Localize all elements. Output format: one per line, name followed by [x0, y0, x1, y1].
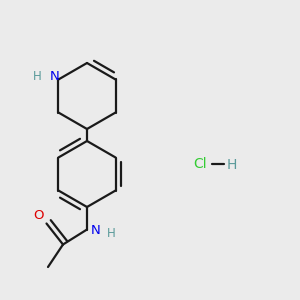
- Text: H: H: [33, 70, 42, 83]
- Text: Cl: Cl: [194, 157, 207, 170]
- Text: N: N: [50, 70, 60, 83]
- Text: H: H: [226, 158, 237, 172]
- Text: H: H: [106, 227, 115, 240]
- Text: N: N: [91, 224, 100, 238]
- Text: O: O: [34, 209, 44, 222]
